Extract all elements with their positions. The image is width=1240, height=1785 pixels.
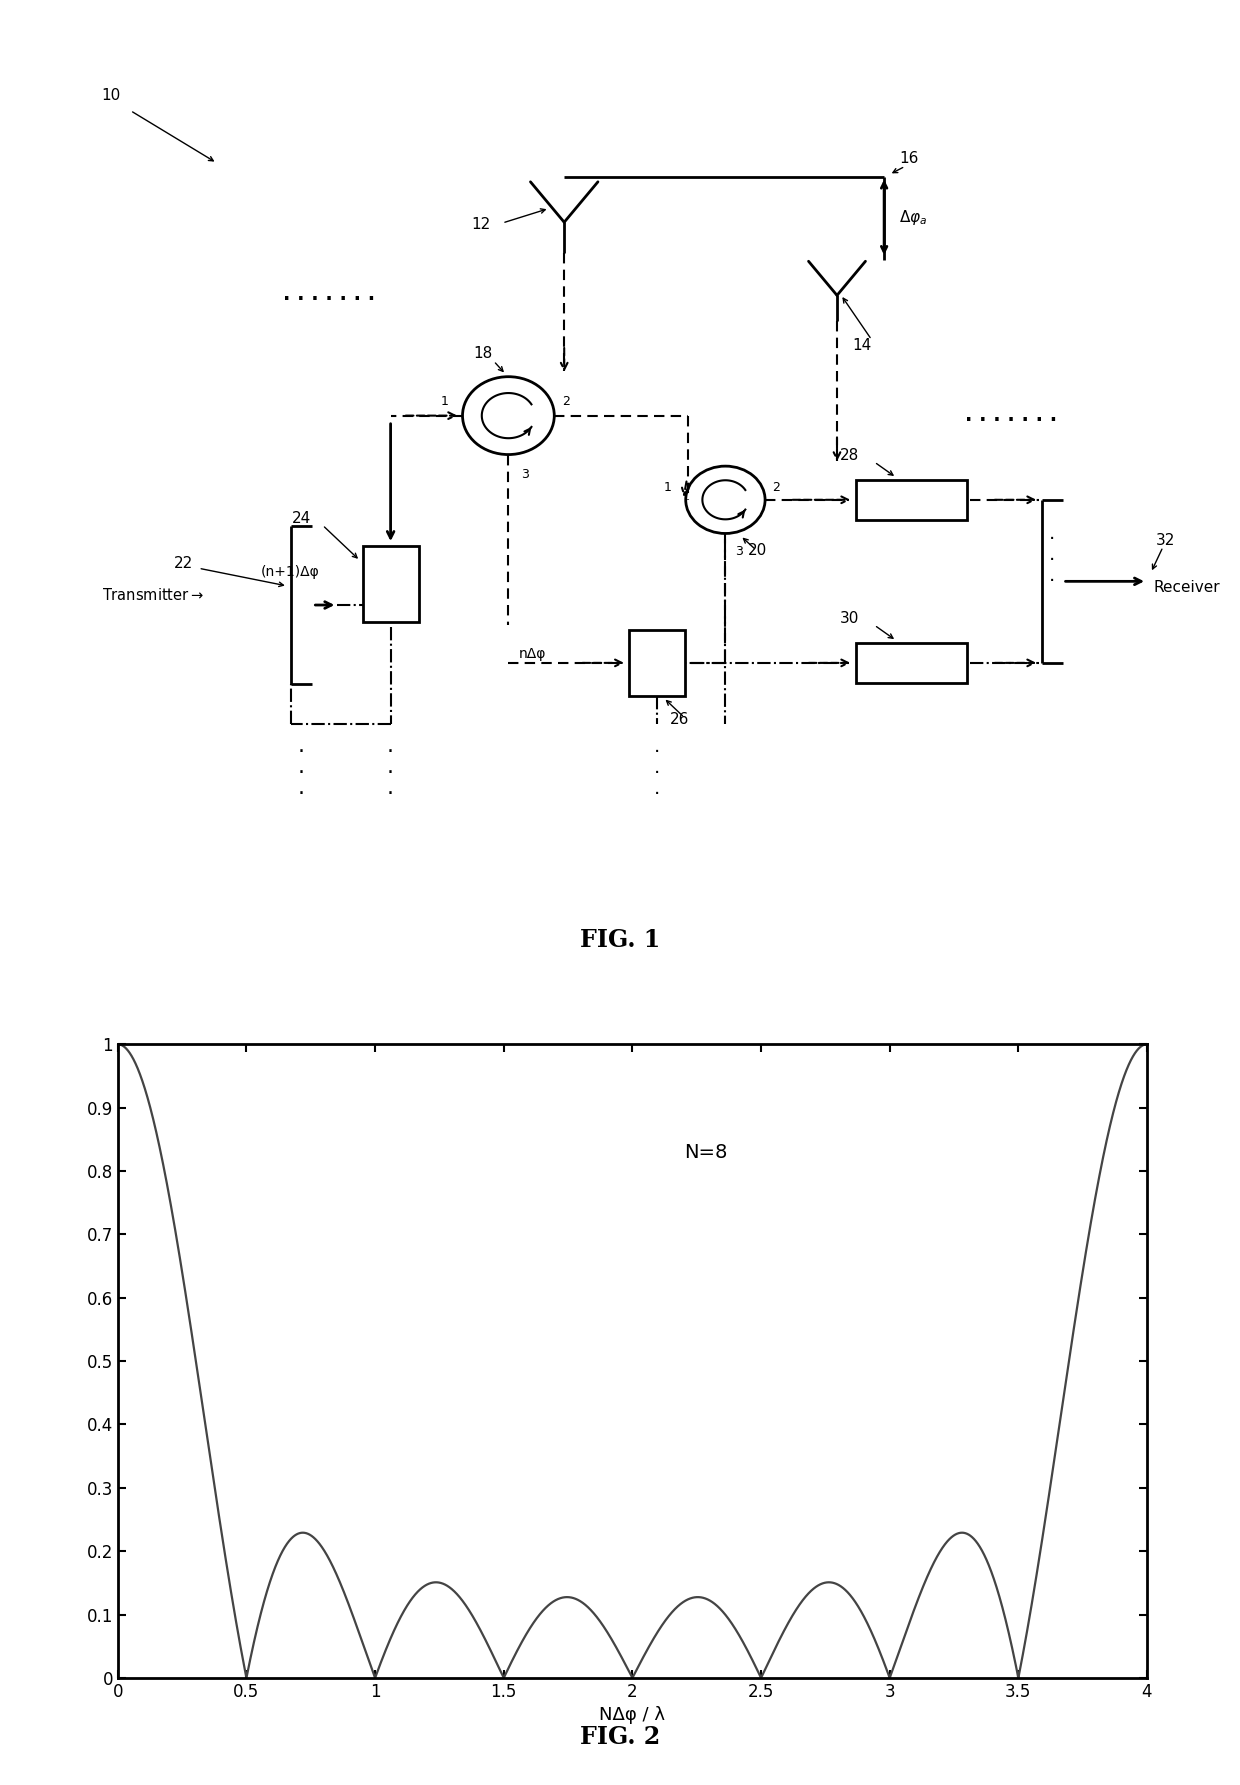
Text: (n+1)Δφ: (n+1)Δφ <box>260 564 319 578</box>
Text: ·: · <box>298 743 305 762</box>
Text: Transmitter$\rightarrow$: Transmitter$\rightarrow$ <box>102 587 203 603</box>
Text: 2: 2 <box>773 482 780 494</box>
Text: ·: · <box>653 764 661 784</box>
Text: ·: · <box>1048 530 1055 548</box>
Text: 2: 2 <box>562 394 569 409</box>
Text: 12: 12 <box>471 218 491 232</box>
Text: 1: 1 <box>440 394 448 409</box>
Text: ·: · <box>298 764 305 784</box>
Text: ·: · <box>387 743 394 762</box>
Text: FIG. 1: FIG. 1 <box>580 928 660 951</box>
Text: nΔφ: nΔφ <box>858 657 885 669</box>
Text: Receiver: Receiver <box>1153 580 1220 594</box>
Text: 30: 30 <box>839 610 859 627</box>
Text: nΔφ: nΔφ <box>518 646 546 660</box>
Bar <box>362 546 419 621</box>
Bar <box>856 480 967 519</box>
Text: 14: 14 <box>852 339 872 353</box>
Text: 10: 10 <box>102 87 122 104</box>
Text: 3: 3 <box>521 468 528 480</box>
Text: 1: 1 <box>663 482 671 494</box>
Bar <box>856 643 967 684</box>
Text: ·: · <box>298 784 305 805</box>
Text: ·: · <box>653 785 661 803</box>
Text: · · · · · · ·: · · · · · · · <box>965 411 1056 430</box>
Text: 22: 22 <box>174 557 193 571</box>
Text: ·: · <box>1048 552 1055 569</box>
Text: 3: 3 <box>735 544 743 557</box>
Text: 26: 26 <box>670 712 689 726</box>
Text: (n+1)Δφ: (n+1)Δφ <box>858 493 916 507</box>
Text: N=8: N=8 <box>684 1142 727 1162</box>
Text: FIG. 2: FIG. 2 <box>580 1724 660 1749</box>
Text: 20: 20 <box>748 543 768 557</box>
X-axis label: NΔφ / λ: NΔφ / λ <box>599 1706 666 1724</box>
Text: ·: · <box>387 784 394 805</box>
Bar <box>630 630 686 696</box>
Text: 28: 28 <box>839 448 859 462</box>
Text: 24: 24 <box>291 511 311 527</box>
Text: 32: 32 <box>1156 532 1176 548</box>
Text: $\Delta\varphi_a$: $\Delta\varphi_a$ <box>899 207 928 227</box>
Text: 16: 16 <box>899 152 919 166</box>
Text: 18: 18 <box>474 346 494 361</box>
Text: ·: · <box>387 764 394 784</box>
Text: ·: · <box>653 743 661 762</box>
Text: · · · · · · ·: · · · · · · · <box>283 291 374 309</box>
Text: ·: · <box>1048 571 1055 591</box>
